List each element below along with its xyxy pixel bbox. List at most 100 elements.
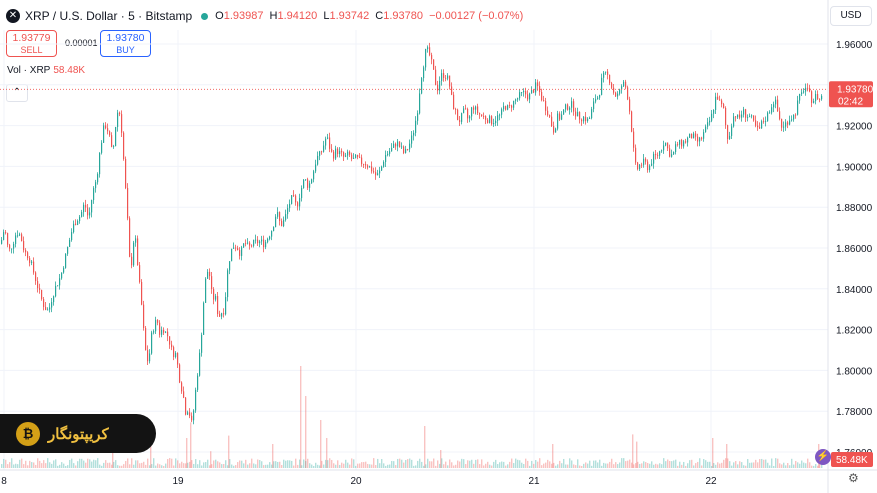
candle-body	[537, 82, 538, 86]
volume-bar	[95, 460, 96, 468]
volume-bar	[497, 464, 498, 468]
volume-bar	[761, 459, 762, 468]
volume-bar	[815, 464, 816, 468]
candle-body	[85, 205, 86, 208]
candle-body	[571, 101, 572, 107]
candle-body	[733, 116, 734, 126]
volume-bar	[705, 460, 706, 468]
volume-bar	[55, 459, 56, 468]
volume-bar	[395, 465, 396, 468]
candle-body	[141, 282, 142, 305]
candle-body	[791, 119, 792, 120]
volume-spike	[300, 366, 301, 468]
volume-bar	[381, 459, 382, 468]
watermark-coin-icon: ₿	[16, 422, 40, 446]
candle-body	[5, 232, 6, 233]
candle-body	[65, 254, 66, 268]
candle-body	[267, 239, 268, 242]
candle-body	[3, 232, 4, 240]
volume-bar	[239, 460, 240, 468]
candle-body	[135, 238, 136, 242]
candle-body	[319, 151, 320, 156]
candle-body	[463, 108, 464, 113]
volume-bar	[747, 459, 748, 468]
volume-bar	[361, 462, 362, 468]
candle-body	[381, 167, 382, 171]
candle-body	[683, 141, 684, 146]
candle-body	[715, 97, 716, 110]
time-tick-label: 8	[1, 476, 7, 487]
volume-bar	[31, 462, 32, 468]
volume-bar	[155, 466, 156, 468]
volume-bar	[91, 462, 92, 468]
volume-bar	[199, 460, 200, 468]
candle-body	[7, 233, 8, 245]
candle-body	[587, 119, 588, 121]
volume-bar	[663, 458, 664, 468]
candle-body	[673, 152, 674, 154]
volume-bar	[779, 463, 780, 468]
candle-body	[529, 94, 530, 100]
volume-bar	[225, 460, 226, 468]
candle-body	[751, 115, 752, 116]
candle-body	[669, 148, 670, 156]
volume-bar	[63, 464, 64, 468]
price-tick-label: 1.84000	[836, 285, 873, 296]
volume-bar	[661, 464, 662, 468]
candle-body	[797, 101, 798, 115]
candle-body	[689, 134, 690, 138]
volume-bar	[617, 464, 618, 468]
candle-body	[357, 155, 358, 157]
volume-bar	[789, 465, 790, 468]
candle-body	[87, 208, 88, 216]
candle-body	[275, 217, 276, 227]
volume-bar	[263, 465, 264, 468]
volume-bar	[259, 460, 260, 468]
volume-bar	[645, 462, 646, 468]
candle-body	[361, 158, 362, 164]
volume-bar	[479, 464, 480, 468]
candle-body	[799, 94, 800, 100]
candle-body	[471, 107, 472, 116]
volume-bar	[565, 465, 566, 468]
candle-body	[637, 162, 638, 169]
volume-bar	[527, 461, 528, 468]
candle-body	[145, 328, 146, 350]
volume-bar	[307, 459, 308, 468]
candle-body	[801, 92, 802, 94]
volume-bar	[249, 463, 250, 468]
candle-body	[285, 214, 286, 220]
volume-bar	[49, 462, 50, 468]
volume-bar	[101, 466, 102, 468]
candle-body	[25, 250, 26, 252]
bolt-icon[interactable]: ⚡	[815, 449, 831, 465]
candle-body	[11, 249, 12, 250]
candle-body	[41, 290, 42, 299]
candle-body	[585, 117, 586, 121]
volume-bar	[419, 459, 420, 468]
volume-bar	[257, 459, 258, 468]
candle-body	[383, 162, 384, 167]
candle-body	[23, 241, 24, 250]
volume-bar	[123, 464, 124, 468]
volume-spike	[228, 436, 229, 468]
volume-tag-value: 58.48K	[836, 455, 868, 466]
volume-bar	[167, 459, 168, 468]
volume-bar	[391, 461, 392, 468]
volume-bar	[537, 462, 538, 468]
volume-bar	[241, 461, 242, 468]
candle-body	[559, 114, 560, 120]
candle-body	[657, 155, 658, 156]
volume-bar	[771, 459, 772, 468]
settings-gear-icon[interactable]: ⚙	[848, 471, 859, 485]
volume-bar	[611, 459, 612, 468]
candle-body	[453, 95, 454, 109]
volume-bar	[163, 466, 164, 468]
volume-bar	[69, 460, 70, 468]
candle-body	[377, 173, 378, 175]
volume-spike	[726, 444, 727, 468]
volume-bar	[99, 465, 100, 468]
candle-body	[617, 94, 618, 97]
candle-body	[321, 151, 322, 152]
volume-bar	[511, 459, 512, 468]
